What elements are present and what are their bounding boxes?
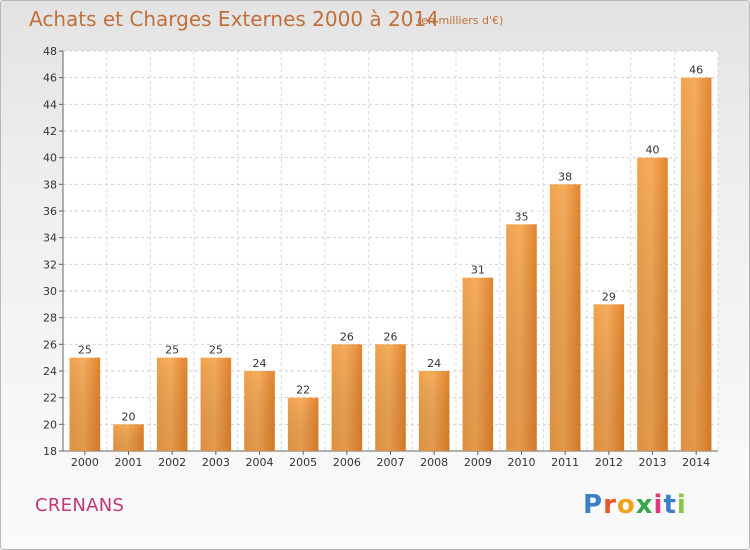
y-tick-label: 42 xyxy=(43,125,57,138)
bar-shade xyxy=(156,357,188,451)
bar-shade xyxy=(375,344,406,451)
logo-letter: o xyxy=(616,490,636,520)
bar-value-label: 26 xyxy=(384,330,398,343)
bar-value-label: 24 xyxy=(427,357,441,370)
bar-value-label: 46 xyxy=(689,64,703,77)
logo-letter: P xyxy=(583,490,604,520)
bar-value-label: 24 xyxy=(253,357,267,370)
chart-subtitle: (en milliers d'€) xyxy=(417,14,504,27)
logo-letter: r xyxy=(603,490,617,520)
y-tick-label: 18 xyxy=(43,445,57,458)
chart-title: Achats et Charges Externes 2000 à 2014 xyxy=(29,7,439,31)
bar-shade xyxy=(637,157,668,451)
logo-letter: t xyxy=(663,490,677,520)
y-tick-label: 22 xyxy=(43,392,57,405)
y-tick-label: 26 xyxy=(43,338,57,351)
x-tick-label: 2001 xyxy=(115,456,143,469)
proxiti-logo: Proxiti xyxy=(583,490,687,520)
logo-letter: x xyxy=(635,490,654,520)
x-tick-label: 2000 xyxy=(71,456,99,469)
bar-shade xyxy=(244,371,275,451)
bar-shade xyxy=(680,77,712,452)
y-tick-label: 46 xyxy=(43,72,57,85)
x-tick-label: 2010 xyxy=(508,456,536,469)
y-tick-label: 36 xyxy=(43,205,57,218)
bar-value-label: 26 xyxy=(340,330,354,343)
x-tick-label: 2014 xyxy=(682,456,710,469)
bar-value-label: 25 xyxy=(165,344,179,357)
x-tick-label: 2003 xyxy=(202,456,230,469)
x-tick-label: 2002 xyxy=(158,456,186,469)
bar-shade xyxy=(462,277,494,451)
x-tick-label: 2005 xyxy=(289,456,317,469)
bar-value-label: 40 xyxy=(646,144,660,157)
y-tick-label: 28 xyxy=(43,312,57,325)
bar-value-label: 29 xyxy=(602,290,616,303)
bar-shade xyxy=(331,344,363,451)
y-tick-label: 34 xyxy=(43,232,57,245)
bar-shade xyxy=(69,357,101,451)
x-tick-label: 2007 xyxy=(377,456,405,469)
commune-name: CRENANS xyxy=(35,495,125,516)
x-tick-label: 2009 xyxy=(464,456,492,469)
x-tick-label: 2012 xyxy=(595,456,623,469)
bar-shade xyxy=(506,224,537,451)
y-tick-label: 20 xyxy=(43,418,57,431)
bar-value-label: 22 xyxy=(296,384,310,397)
bar-shade xyxy=(287,397,319,451)
y-tick-label: 38 xyxy=(43,178,57,191)
x-tick-label: 2011 xyxy=(551,456,579,469)
x-tick-label: 2006 xyxy=(333,456,361,469)
y-tick-label: 40 xyxy=(43,152,57,165)
bar-shade xyxy=(200,357,232,451)
y-tick-label: 48 xyxy=(43,45,57,58)
bar-value-label: 35 xyxy=(515,210,529,223)
bar-value-label: 25 xyxy=(78,344,92,357)
bar-value-label: 38 xyxy=(558,170,572,183)
bar-shade xyxy=(593,304,625,451)
logo-letter: i xyxy=(653,490,664,520)
y-tick-label: 24 xyxy=(43,365,57,378)
bar-value-label: 20 xyxy=(122,410,136,423)
bar-shade xyxy=(549,184,581,452)
x-tick-label: 2008 xyxy=(420,456,448,469)
y-tick-label: 32 xyxy=(43,258,57,271)
logo-letter: i xyxy=(676,490,687,520)
x-tick-label: 2013 xyxy=(639,456,667,469)
y-tick-label: 44 xyxy=(43,98,57,111)
bar-value-label: 31 xyxy=(471,264,485,277)
bar-shade xyxy=(113,424,144,451)
x-tick-label: 2004 xyxy=(246,456,274,469)
bar-value-label: 25 xyxy=(209,344,223,357)
y-tick-label: 30 xyxy=(43,285,57,298)
bar-shade xyxy=(418,371,450,451)
